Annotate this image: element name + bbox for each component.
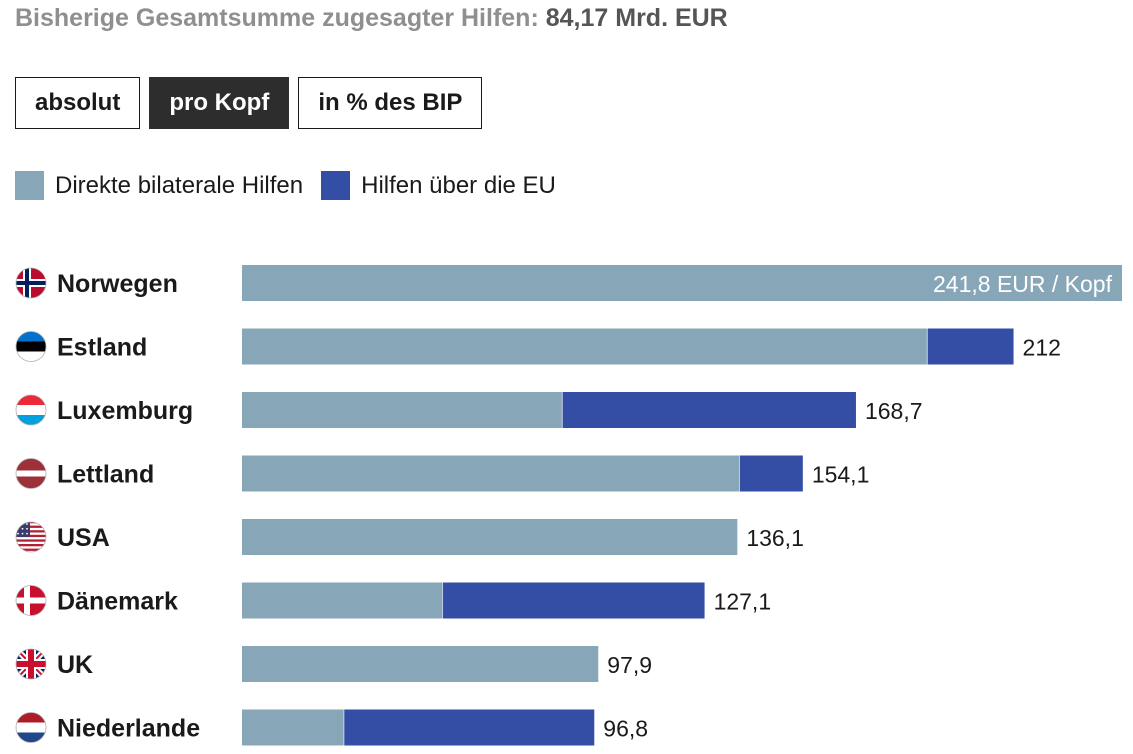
country-label: Dänemark (57, 588, 178, 616)
country-label: USA (57, 524, 110, 552)
view-tabs: absolut pro Kopf in % des BIP (15, 77, 483, 129)
value-label: 212 (1023, 335, 1061, 361)
headline: Bisherige Gesamtsumme zugesagter Hilfen:… (15, 4, 728, 33)
bar-row-niederlande: Niederlande 96,8 (15, 709, 648, 746)
legend-item-eu: Hilfen über die EU (321, 171, 556, 200)
headline-label: Bisherige Gesamtsumme zugesagter Hilfen: (15, 4, 539, 32)
chart-legend: Direkte bilaterale Hilfen Hilfen über di… (15, 171, 574, 200)
value-label: 127,1 (714, 589, 772, 615)
bar-bilateral-lettland (242, 455, 740, 492)
bar-bilateral-dänemark (242, 582, 443, 619)
bar-eu-estland (927, 328, 1014, 365)
bar-bilateral-niederlande (242, 709, 344, 746)
bar-eu-dänemark (442, 582, 705, 619)
bar-bilateral-uk (242, 646, 599, 682)
bar-row-luxemburg: Luxemburg 168,7 (15, 392, 923, 428)
bar-row-estland: Estland 212 (15, 328, 1061, 365)
value-label: 96,8 (603, 716, 648, 742)
value-label: 154,1 (812, 462, 870, 488)
bar-eu-lettland (739, 455, 803, 492)
headline-total: 84,17 Mrd. EUR (545, 4, 728, 32)
denmark-flag-icon (15, 585, 47, 616)
country-label: Norwegen (57, 270, 178, 298)
bar-bilateral-estland (242, 328, 928, 365)
norway-flag-icon (15, 267, 47, 299)
netherlands-flag-icon (15, 712, 47, 743)
usa-flag-icon (15, 521, 47, 553)
bar-bilateral-luxemburg (242, 392, 563, 428)
legend-swatch-eu (321, 171, 351, 200)
legend-swatch-bilateral (15, 171, 44, 200)
value-label: 97,9 (607, 652, 652, 678)
country-label: Estland (57, 334, 147, 362)
bar-bilateral-usa (242, 519, 738, 555)
country-label: Luxemburg (57, 397, 193, 425)
latvia-flag-icon (15, 458, 47, 489)
bar-eu-luxemburg (562, 392, 856, 428)
tab-absolut[interactable]: absolut (15, 77, 141, 129)
bar-row-uk: UK 97,9 (15, 646, 652, 682)
legend-item-bilateral: Direkte bilaterale Hilfen (15, 171, 303, 200)
bar-row-lettland: Lettland 154,1 (15, 455, 870, 492)
tab-pro-kopf[interactable]: pro Kopf (149, 77, 290, 129)
uk-flag-icon (15, 648, 47, 680)
bar-eu-niederlande (343, 709, 595, 746)
legend-label-eu: Hilfen über die EU (361, 171, 556, 199)
value-label: 241,8 EUR / Kopf (933, 271, 1113, 297)
bar-row-dänemark: Dänemark 127,1 (15, 582, 772, 619)
value-label: 136,1 (746, 525, 804, 551)
legend-label-bilateral: Direkte bilaterale Hilfen (55, 171, 304, 199)
country-label: UK (57, 651, 93, 679)
bar-row-usa: USA 136,1 (15, 519, 804, 555)
country-label: Niederlande (57, 715, 200, 743)
bar-bilateral-norwegen (242, 265, 1122, 301)
luxembourg-flag-icon (15, 394, 47, 426)
tab-bip[interactable]: in % des BIP (298, 77, 483, 129)
country-label: Lettland (57, 461, 154, 489)
value-label: 168,7 (865, 398, 923, 424)
estonia-flag-icon (15, 331, 47, 362)
bar-row-norwegen: Norwegen 241,8 EUR / Kopf (15, 265, 1122, 301)
